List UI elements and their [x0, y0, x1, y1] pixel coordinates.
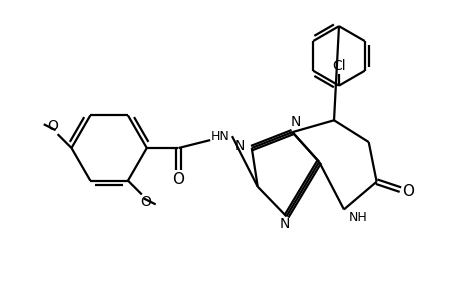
Text: HN: HN: [210, 130, 229, 142]
Text: O: O: [172, 172, 184, 187]
Text: Cl: Cl: [331, 59, 345, 73]
Text: O: O: [402, 184, 414, 199]
Text: N: N: [234, 139, 245, 153]
Text: N: N: [290, 115, 300, 129]
Text: O: O: [47, 119, 58, 133]
Text: O: O: [140, 195, 151, 209]
Text: N: N: [279, 217, 289, 231]
Text: NH: NH: [348, 211, 367, 224]
